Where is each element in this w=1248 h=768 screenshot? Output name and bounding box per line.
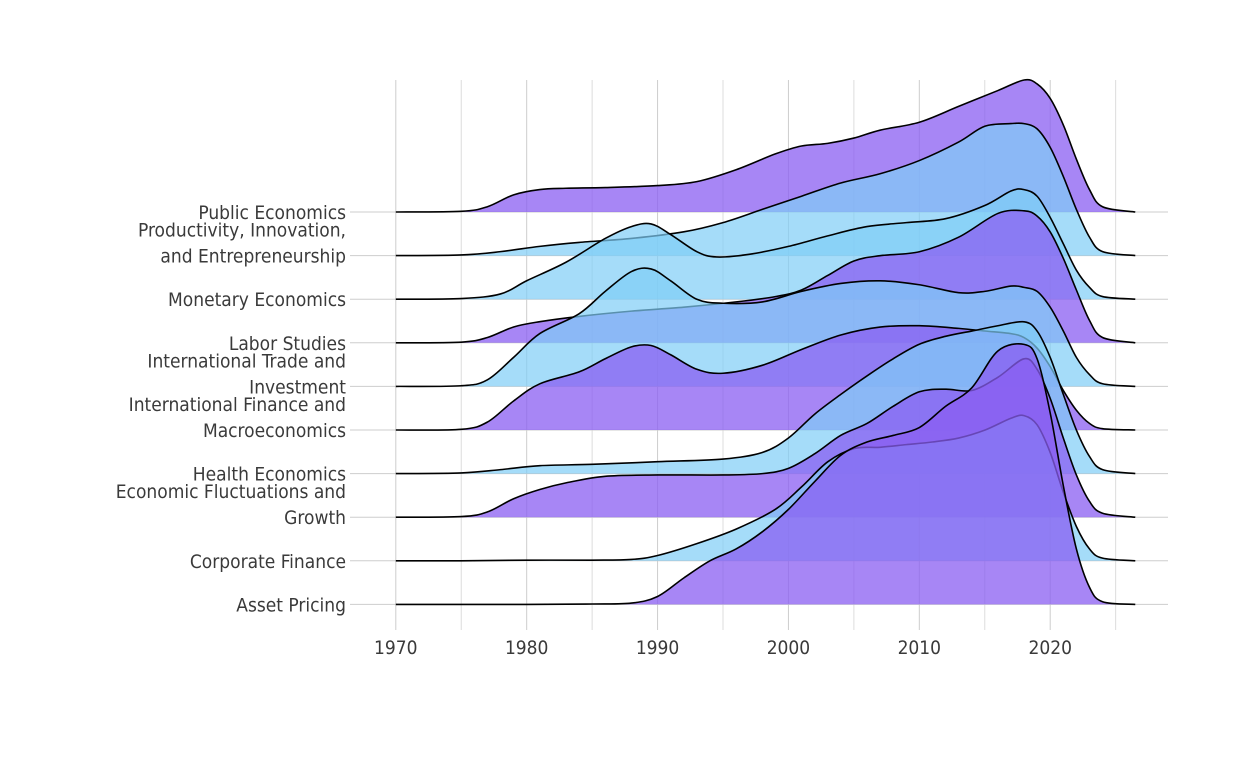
category-label-asset-pricing: Asset Pricing xyxy=(236,594,346,616)
ridge-outline-public-economics xyxy=(395,78,1136,213)
category-label-public-economics: Public Economics xyxy=(198,202,346,224)
ridge-outline-labor-studies xyxy=(395,209,1136,344)
x-tick-1970: 1970 xyxy=(374,637,418,659)
x-tick-2010: 2010 xyxy=(898,637,942,659)
ridge-outline-international-trade-and-investment xyxy=(395,267,1136,388)
ridge-asset-pricing xyxy=(395,343,1136,606)
category-label-labor-studies: Labor Studies xyxy=(229,333,346,355)
ridge-outline-productivity-innovation-and-entrepreneurship xyxy=(395,122,1136,257)
category-label-productivity-innovation-and-entrepreneurship-line1: Productivity, Innovation, xyxy=(138,220,346,242)
category-label-international-trade-and-investment-line2: Investment xyxy=(249,376,346,398)
ridge-outline-monetary-economics xyxy=(395,188,1136,300)
density-ridges xyxy=(395,78,1136,606)
x-tick-2000: 2000 xyxy=(767,637,811,659)
category-label-economic-fluctuations-and-growth-line1: Economic Fluctuations and xyxy=(116,481,346,503)
category-label-international-finance-and-macroeconomics-line2: Macroeconomics xyxy=(203,420,346,442)
ridge-outline-economic-fluctuations-and-growth xyxy=(395,357,1136,518)
ridge-fill-asset-pricing xyxy=(395,343,1136,605)
x-tick-1980: 1980 xyxy=(505,637,549,659)
x-tick-2020: 2020 xyxy=(1028,637,1072,659)
x-tick-1990: 1990 xyxy=(636,637,680,659)
category-label-corporate-finance: Corporate Finance xyxy=(190,551,346,573)
category-label-international-trade-and-investment-line1: International Trade and xyxy=(147,350,346,372)
category-label-economic-fluctuations-and-growth-line2: Growth xyxy=(284,507,346,529)
category-label-international-finance-and-macroeconomics-line1: International Finance and xyxy=(129,394,346,416)
ridge-outline-asset-pricing xyxy=(395,343,1136,606)
category-label-productivity-innovation-and-entrepreneurship-line2: and Entrepreneurship xyxy=(160,246,346,268)
category-label-monetary-economics: Monetary Economics xyxy=(168,289,346,311)
x-axis-tick-labels: 1970 1980 1990 2000 2010 2020 xyxy=(374,637,1072,659)
category-label-health-economics: Health Economics xyxy=(193,464,346,486)
ridge-outline-health-economics xyxy=(395,320,1136,475)
